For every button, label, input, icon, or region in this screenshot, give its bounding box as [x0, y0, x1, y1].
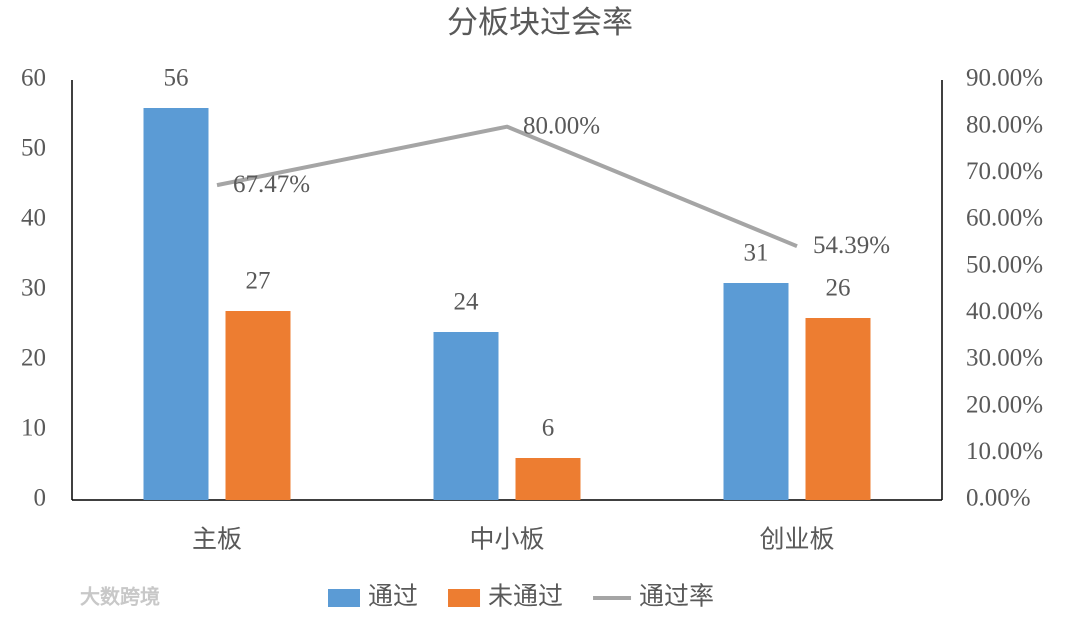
y2-tick-label: 10.00% [966, 438, 1043, 465]
y-tick-label: 20 [21, 345, 46, 372]
data-label: 80.00% [523, 112, 600, 139]
data-label: 24 [454, 289, 480, 316]
x-tick-label: 中小板 [469, 526, 544, 554]
y2-tick-label: 70.00% [966, 158, 1043, 185]
y-tick-label: 30 [21, 275, 46, 302]
y-tick-label: 10 [21, 415, 46, 442]
y2-tick-label: 0.00% [966, 485, 1031, 512]
legend-label: 通过 [368, 583, 418, 611]
bar [433, 332, 499, 500]
x-tick-label: 主板 [192, 526, 242, 554]
bar [805, 318, 871, 500]
y2-tick-label: 30.00% [966, 345, 1043, 372]
line [216, 124, 798, 249]
data-label: 27 [246, 268, 271, 295]
data-label: 54.39% [813, 232, 890, 259]
y-tick-label: 50 [21, 135, 46, 162]
watermark: 大数跨境 [80, 585, 160, 609]
legend-swatch [328, 589, 360, 607]
data-label: 26 [826, 275, 851, 302]
bar [143, 108, 209, 500]
y2-tick-label: 60.00% [966, 205, 1043, 232]
bar [723, 283, 789, 500]
legend-label: 通过率 [639, 583, 714, 611]
data-label: 56 [164, 65, 189, 92]
data-label: 67.47% [233, 171, 310, 198]
y2-tick-label: 90.00% [966, 65, 1043, 92]
legend-label: 未通过 [488, 583, 563, 611]
data-label: 31 [744, 240, 769, 267]
bar [225, 311, 291, 500]
chart-title: 分板块过会率 [447, 5, 633, 40]
y-tick-label: 0 [34, 485, 47, 512]
x-tick-label: 创业板 [759, 526, 834, 554]
legend-swatch [448, 589, 481, 607]
y2-tick-label: 40.00% [966, 298, 1043, 325]
y2-tick-label: 20.00% [966, 391, 1043, 418]
bar [515, 458, 581, 500]
y2-tick-label: 50.00% [966, 251, 1043, 278]
y2-tick-label: 80.00% [966, 111, 1043, 138]
data-label: 6 [542, 415, 555, 442]
y-tick-label: 40 [21, 205, 46, 232]
y-tick-label: 60 [21, 65, 46, 92]
